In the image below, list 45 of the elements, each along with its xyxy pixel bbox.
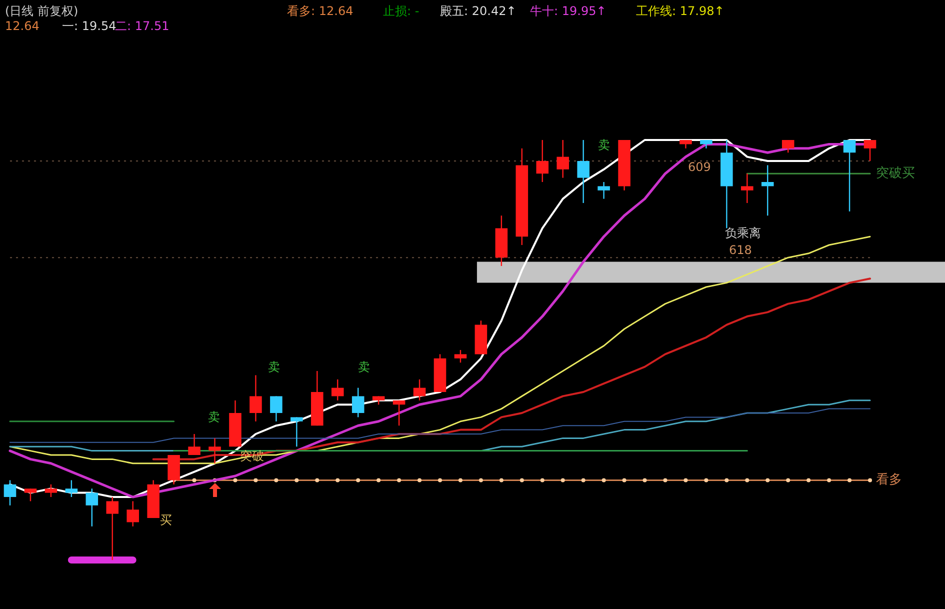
annotation: 负乘离: [725, 226, 761, 240]
series-label: 看多: [876, 472, 902, 488]
candlestick: [250, 374, 262, 422]
text: 工作线: 17.98↑: [636, 4, 724, 18]
candlestick: [65, 480, 78, 498]
candlestick: [352, 387, 364, 418]
candlestick: [761, 164, 774, 216]
annotation: 买: [160, 513, 172, 527]
text: 牛十: 19.95↑: [530, 4, 606, 18]
candlestick: [208, 438, 221, 464]
annotation: 卖: [268, 360, 280, 374]
text: 殿五: 20.42↑: [440, 4, 516, 18]
candlestick: [454, 349, 467, 364]
candlestick: [556, 139, 569, 178]
candlestick: [843, 139, 856, 212]
candlestick: [270, 396, 282, 422]
text: 止损: -: [383, 4, 420, 18]
candlestick: [864, 139, 876, 162]
candlestick: [4, 480, 16, 506]
text: 一: 19.54: [62, 19, 116, 33]
candlestick: [106, 496, 119, 561]
candlestick: [782, 139, 794, 154]
candlestick: [86, 488, 98, 527]
candlestick: [741, 173, 754, 204]
annotation: 609: [688, 160, 711, 174]
candlestick: [44, 484, 58, 498]
annotation: 618: [729, 243, 752, 257]
candlestick: [392, 400, 406, 426]
series-label: 突破买: [876, 166, 915, 181]
candlestick: [536, 139, 549, 183]
text: 12.64: [5, 19, 40, 33]
candlestick: [598, 181, 610, 200]
candlestick: [577, 139, 590, 204]
candlestick: [188, 433, 200, 456]
text: 二: 17.51: [115, 19, 170, 33]
candlestick: [126, 500, 139, 527]
text: 看多: 12.64: [287, 4, 354, 18]
candlestick: [331, 378, 344, 401]
candlestick: [290, 416, 303, 448]
annotation: 卖: [598, 138, 610, 152]
annotation: 卖: [208, 410, 220, 424]
text: (日线 前复权): [5, 4, 78, 18]
candlestick: [413, 378, 426, 401]
candlestick: [24, 488, 37, 502]
annotation: 卖: [358, 360, 370, 374]
